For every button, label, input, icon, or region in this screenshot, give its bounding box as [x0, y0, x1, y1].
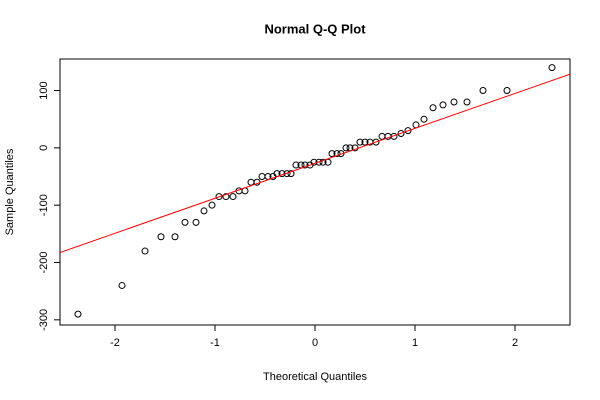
point — [292, 161, 300, 169]
point — [342, 144, 350, 152]
y-tick-label: 100 — [38, 81, 50, 99]
y-tick-label: -100 — [38, 194, 50, 216]
x-tick-label: 2 — [512, 337, 518, 349]
point — [247, 178, 255, 186]
point — [141, 247, 149, 255]
point — [429, 104, 437, 112]
point — [361, 138, 369, 146]
point — [328, 150, 336, 158]
y-tick-label: -300 — [38, 309, 50, 331]
point — [439, 101, 447, 109]
point — [333, 150, 341, 158]
y-axis-label: Sample Quantiles — [4, 148, 16, 235]
point — [503, 87, 511, 95]
x-tick-label: 1 — [412, 337, 418, 349]
point — [229, 193, 237, 201]
x-axis-label: Theoretical Quantiles — [263, 371, 367, 383]
point — [208, 201, 216, 209]
point — [118, 281, 126, 289]
point — [301, 161, 309, 169]
point — [548, 64, 556, 72]
point — [378, 132, 386, 140]
y-tick-label: 0 — [38, 145, 50, 151]
point — [463, 98, 471, 106]
point — [479, 87, 487, 95]
y-tick-label: -200 — [38, 251, 50, 273]
reference-line — [60, 73, 570, 253]
x-tick-label: -1 — [210, 337, 220, 349]
point — [157, 233, 165, 241]
point — [222, 193, 230, 201]
point — [74, 310, 82, 318]
point — [287, 170, 295, 178]
point — [420, 115, 428, 123]
point — [356, 138, 364, 146]
plot-frame — [59, 58, 571, 326]
point — [404, 127, 412, 135]
point — [319, 158, 327, 166]
point — [397, 130, 405, 138]
point — [372, 138, 380, 146]
point — [215, 193, 223, 201]
point — [258, 173, 266, 181]
x-tick-label: -2 — [110, 337, 120, 349]
chart-title: Normal Q-Q Plot — [264, 21, 366, 36]
point — [181, 218, 189, 226]
point — [450, 98, 458, 106]
point — [192, 218, 200, 226]
x-tick-label: 0 — [312, 337, 318, 349]
point — [200, 207, 208, 215]
point — [315, 158, 323, 166]
point — [171, 233, 179, 241]
